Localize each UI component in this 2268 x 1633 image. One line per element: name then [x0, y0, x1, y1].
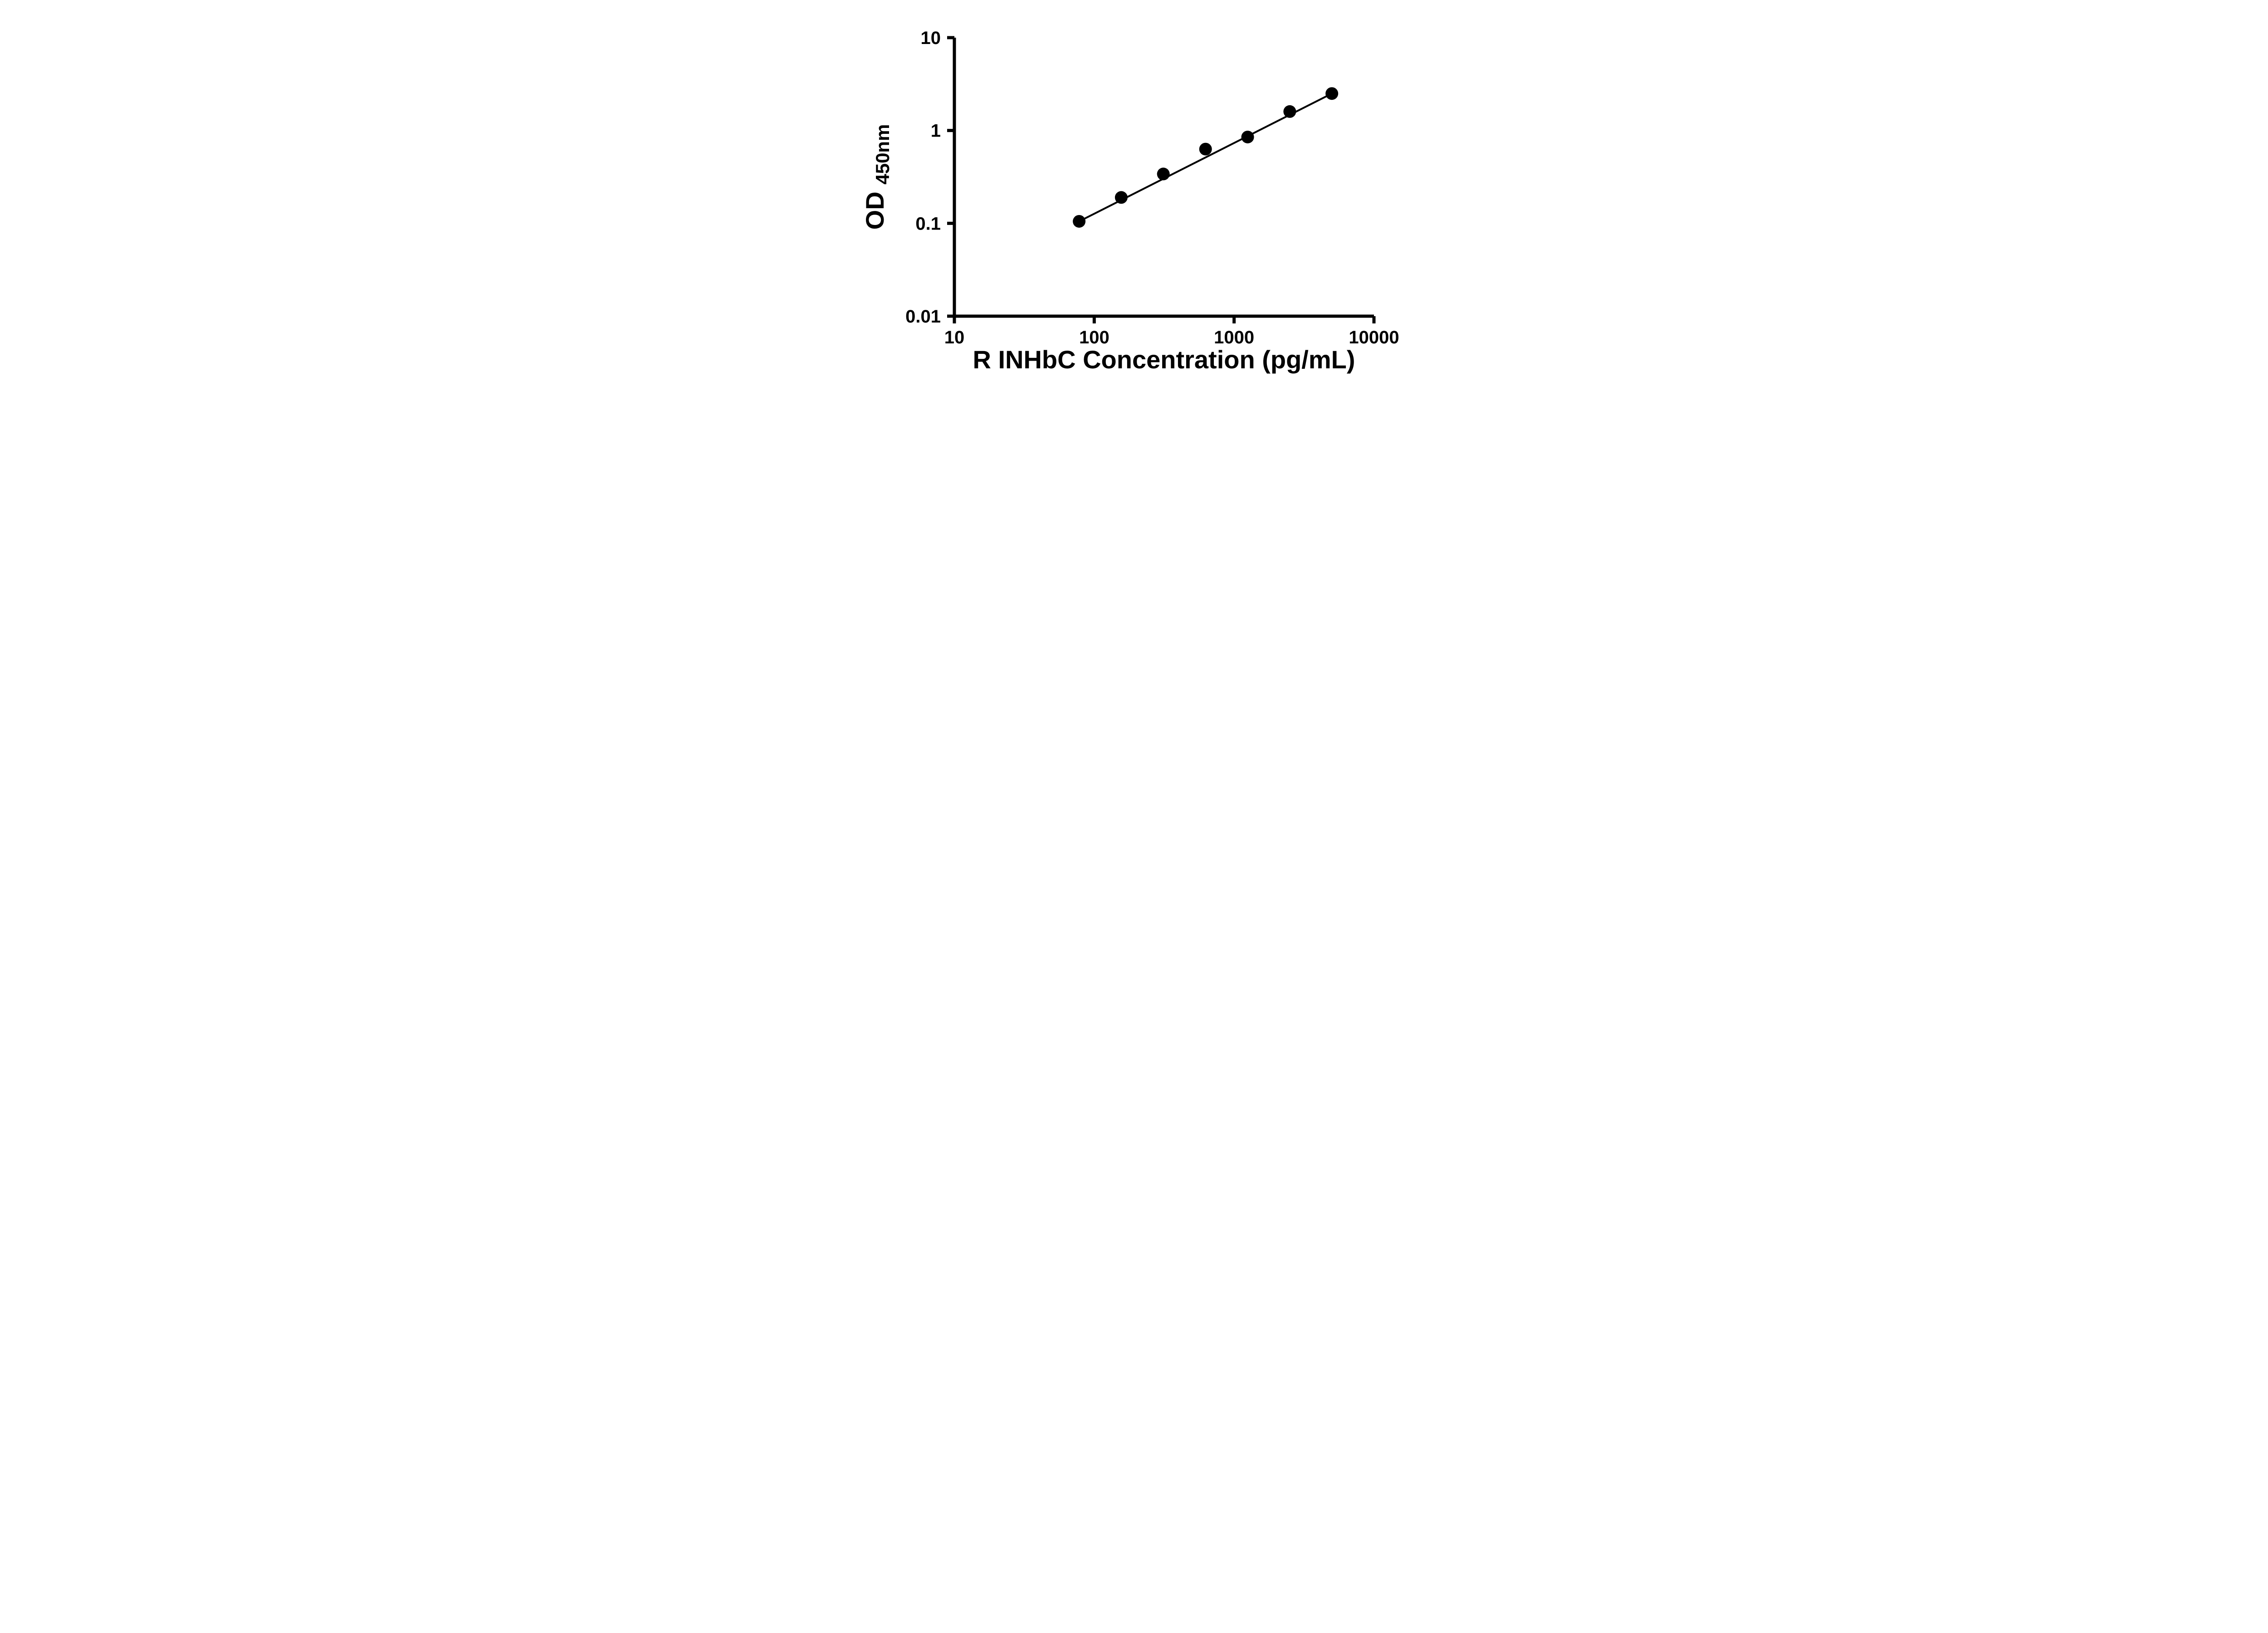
- data-point: [1157, 167, 1170, 181]
- tick-marks-and-labels: 10 100 1000 10000 10 1 0.1 0.01: [905, 28, 1399, 347]
- plot-canvas: 10 100 1000 10000 10 1 0.1 0.01 R INHbC Concent…: [860, 28, 1399, 374]
- y-tick-label: 0.01: [905, 307, 941, 327]
- data-series: [1072, 87, 1338, 228]
- data-point: [1283, 105, 1296, 118]
- y-axis-title-subscript: 450nm: [872, 124, 893, 185]
- x-tick-label: 10000: [1349, 328, 1399, 347]
- elisa-standard-curve-chart: 10 100 1000 10000 10 1 0.1 0.01 R INHbC Concent…: [842, 0, 1426, 408]
- y-tick-label: 10: [920, 28, 941, 48]
- x-tick-label: 100: [1079, 328, 1109, 347]
- y-axis-title-main: OD: [860, 191, 889, 230]
- x-axis-title: R INHbC Concentration (pg/mL): [973, 345, 1355, 374]
- y-axis-title: OD 450nm: [860, 124, 893, 230]
- x-tick-label: 1000: [1214, 328, 1254, 347]
- data-point: [1199, 142, 1212, 156]
- x-tick-label: 10: [944, 328, 964, 347]
- data-point: [1241, 131, 1254, 144]
- data-point: [1072, 215, 1085, 228]
- data-point: [1325, 87, 1338, 100]
- data-point: [1114, 191, 1128, 204]
- y-tick-label: 0.1: [915, 214, 941, 234]
- y-tick-label: 1: [930, 121, 940, 141]
